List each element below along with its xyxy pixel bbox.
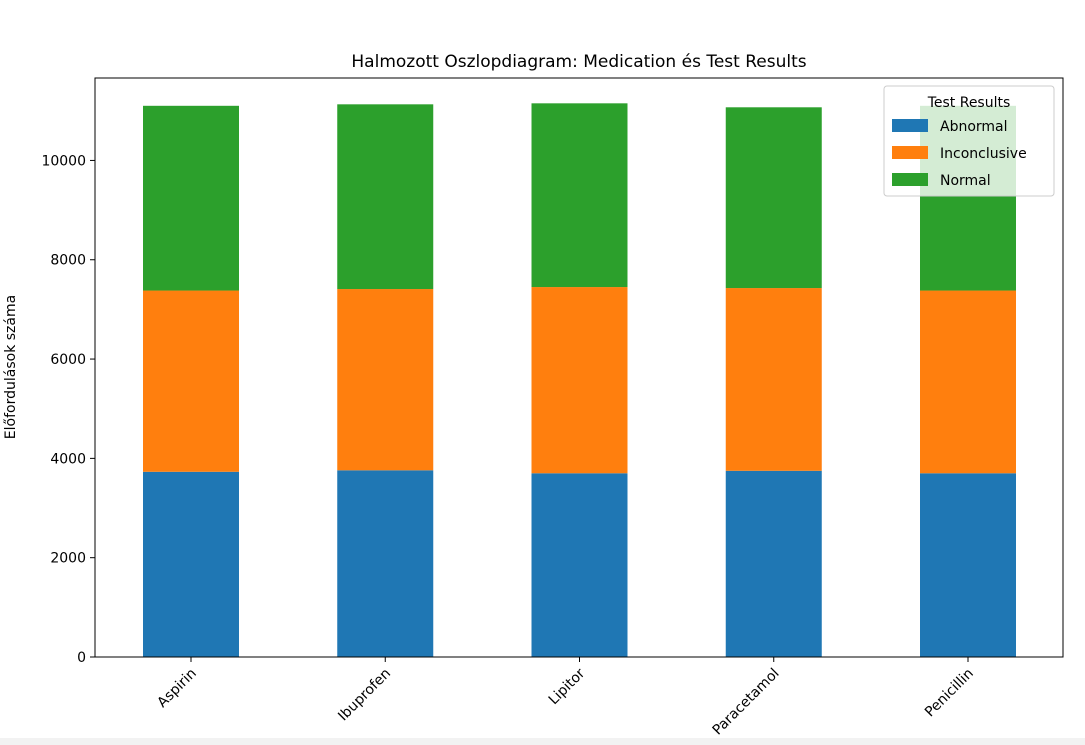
bar-inconclusive-penicillin xyxy=(920,290,1016,474)
bottom-strip xyxy=(0,738,1085,745)
legend-label-normal: Normal xyxy=(940,173,991,189)
y-tick-label: 4000 xyxy=(50,451,86,467)
bar-normal-ibuprofen xyxy=(337,104,434,290)
chart-title: Halmozott Oszlopdiagram: Medication és T… xyxy=(351,52,806,72)
legend-swatch-inconclusive xyxy=(892,146,928,159)
legend: Test Results Abnormal Inconclusive Normal xyxy=(883,85,1055,197)
legend-swatch-normal xyxy=(892,173,928,186)
x-axis: Aspirin Ibuprofen Lipitor Paracetamol Penici… xyxy=(154,657,977,739)
x-tick-label: Penicillin xyxy=(922,666,977,721)
bar-inconclusive-aspirin xyxy=(143,290,239,472)
bar-normal-lipitor xyxy=(531,103,628,288)
legend-swatch-abnormal xyxy=(892,119,928,132)
bar-inconclusive-paracetamol xyxy=(725,288,822,471)
bar-abnormal-penicillin xyxy=(920,473,1016,657)
y-axis-label: Előfordulások száma xyxy=(3,295,19,439)
y-tick-label: 2000 xyxy=(50,551,86,567)
bar-inconclusive-lipitor xyxy=(531,287,628,474)
y-tick-label: 0 xyxy=(77,650,86,666)
legend-title: Test Results xyxy=(927,95,1011,111)
y-tick-label: 6000 xyxy=(50,352,86,368)
x-tick-label: Paracetamol xyxy=(710,666,783,739)
x-tick-label: Aspirin xyxy=(154,666,199,711)
bar-abnormal-lipitor xyxy=(531,473,628,657)
bar-abnormal-ibuprofen xyxy=(337,470,434,657)
y-tick-label: 8000 xyxy=(50,253,86,269)
bar-abnormal-paracetamol xyxy=(725,470,822,657)
bar-abnormal-aspirin xyxy=(143,471,239,657)
bars-layer xyxy=(143,103,1016,657)
bar-normal-aspirin xyxy=(143,105,239,291)
legend-label-abnormal: Abnormal xyxy=(940,119,1008,135)
x-tick-label: Ibuprofen xyxy=(335,666,394,725)
y-axis: 0 2000 4000 6000 8000 10000 xyxy=(41,153,95,666)
bar-inconclusive-ibuprofen xyxy=(337,289,434,471)
bar-normal-paracetamol xyxy=(725,107,822,289)
y-tick-label: 10000 xyxy=(41,153,86,169)
legend-box xyxy=(883,85,1055,197)
legend-label-inconclusive: Inconclusive xyxy=(940,146,1027,162)
x-tick-label: Lipitor xyxy=(546,665,589,708)
